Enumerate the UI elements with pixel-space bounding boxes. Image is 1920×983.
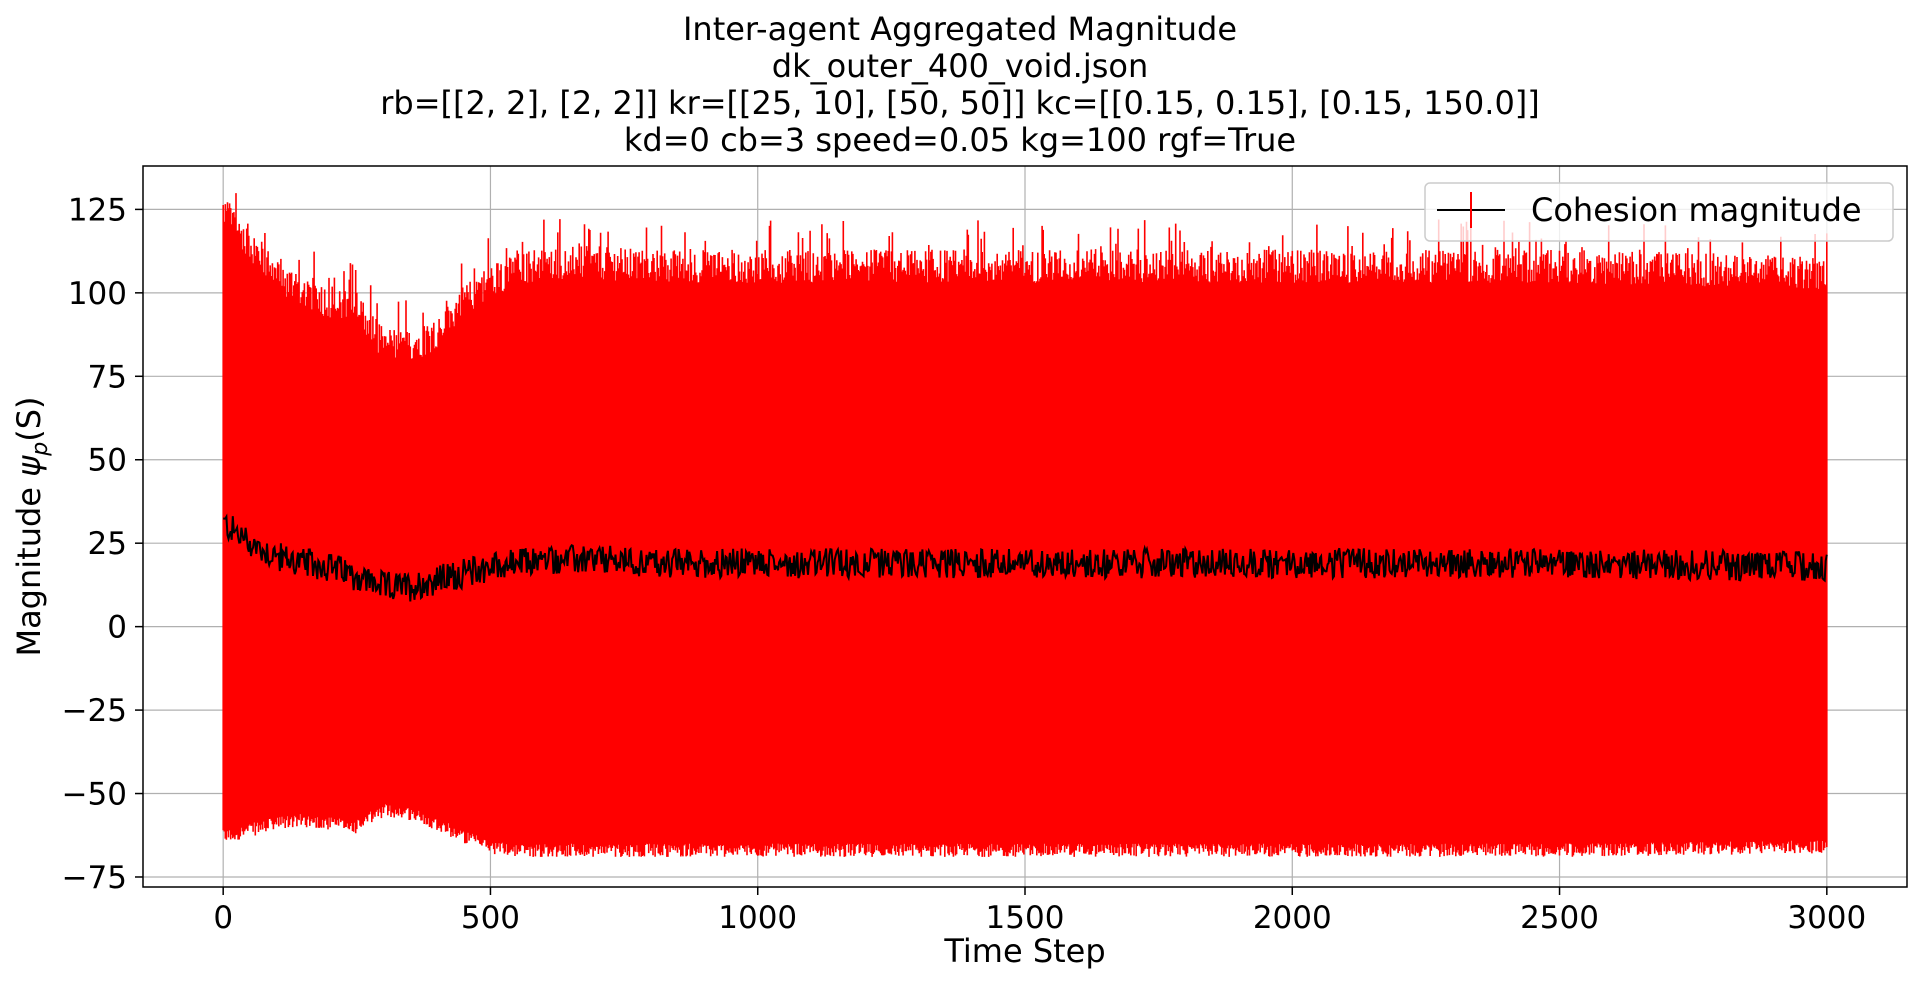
y-tick-label: 75	[88, 359, 127, 395]
series-group	[222, 193, 1828, 857]
chart-title-line: kd=0 cb=3 speed=0.05 kg=100 rgf=True	[624, 121, 1296, 159]
x-tick-label: 0	[213, 900, 233, 936]
y-tick-label: 100	[68, 276, 127, 312]
chart-title: Inter-agent Aggregated Magnitudedk_outer…	[380, 10, 1540, 159]
y-axis-label-subscript: p	[28, 442, 53, 457]
x-tick-label: 1500	[986, 900, 1065, 936]
chart-title-line: dk_outer_400_void.json	[772, 47, 1148, 85]
legend-box	[1424, 182, 1894, 242]
legend-label: Cohesion magnitude	[1531, 191, 1862, 229]
y-axis-label-main: Magnitude	[10, 477, 48, 657]
y-tick-label: −75	[62, 860, 127, 896]
chart-title-line: rb=[[2, 2], [2, 2]] kr=[[25, 10], [50, 5…	[380, 84, 1540, 122]
chart-title-line: Inter-agent Aggregated Magnitude	[683, 10, 1237, 48]
y-tick-label: 50	[88, 443, 127, 479]
y-axis-label-symbol: ψ	[10, 455, 48, 477]
cohesion-magnitude-line	[223, 513, 1828, 602]
x-tick-label: 500	[461, 900, 520, 936]
x-axis: 0 500 1000 1500 2000 2500 3000	[213, 887, 1866, 936]
y-axis: −75 −50 −25 0 25 50 75 100 125	[62, 192, 143, 896]
x-tick-label: 1000	[718, 900, 797, 936]
y-axis-label: Magnitude ψp(S)	[10, 396, 53, 656]
y-tick-label: 125	[68, 192, 127, 228]
y-tick-label: −25	[62, 693, 127, 729]
y-axis-label-suffix: (S)	[10, 396, 48, 441]
legend: Cohesion magnitude	[1424, 182, 1894, 242]
x-tick-label: 2000	[1253, 900, 1332, 936]
x-tick-label: 2500	[1520, 900, 1599, 936]
y-tick-label: −50	[62, 777, 127, 813]
x-axis-label: Time Step	[943, 932, 1105, 970]
y-tick-label: 0	[107, 610, 127, 646]
x-tick-label: 3000	[1787, 900, 1866, 936]
y-tick-label: 25	[88, 526, 127, 562]
